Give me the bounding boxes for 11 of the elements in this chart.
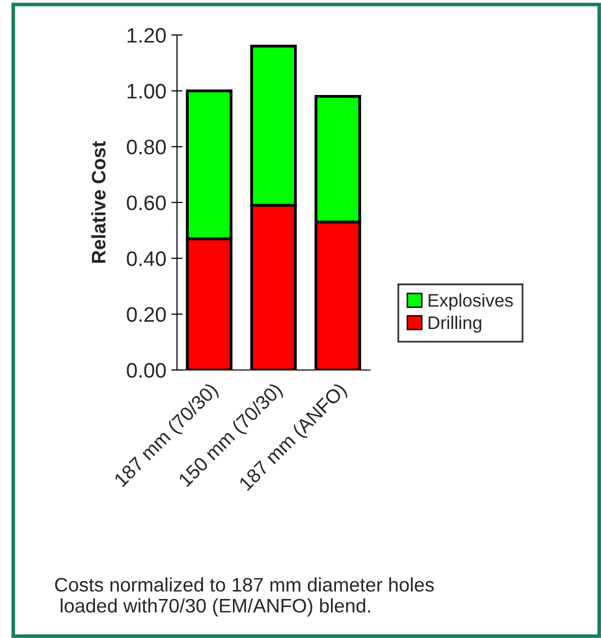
legend-label: Drilling: [428, 316, 482, 333]
y-tick-label: 0.00: [126, 363, 166, 378]
y-tick-label: 1.00: [128, 84, 166, 99]
y-tick-label: 0.60: [126, 196, 166, 210]
y-tick-label: 1.20: [128, 28, 166, 43]
y-tick-label: 0.20: [126, 307, 166, 322]
y-tick-label: 0.80: [126, 140, 166, 154]
legend-label: Explosives: [428, 294, 513, 310]
text: Costs normalized to 187 mm diameter holes loaded with70/30 (EM/ANFO) blend.: [55, 577, 434, 616]
y-tick-label: 0.40: [126, 251, 166, 266]
y-axis-title: Relative Cost: [91, 141, 106, 263]
